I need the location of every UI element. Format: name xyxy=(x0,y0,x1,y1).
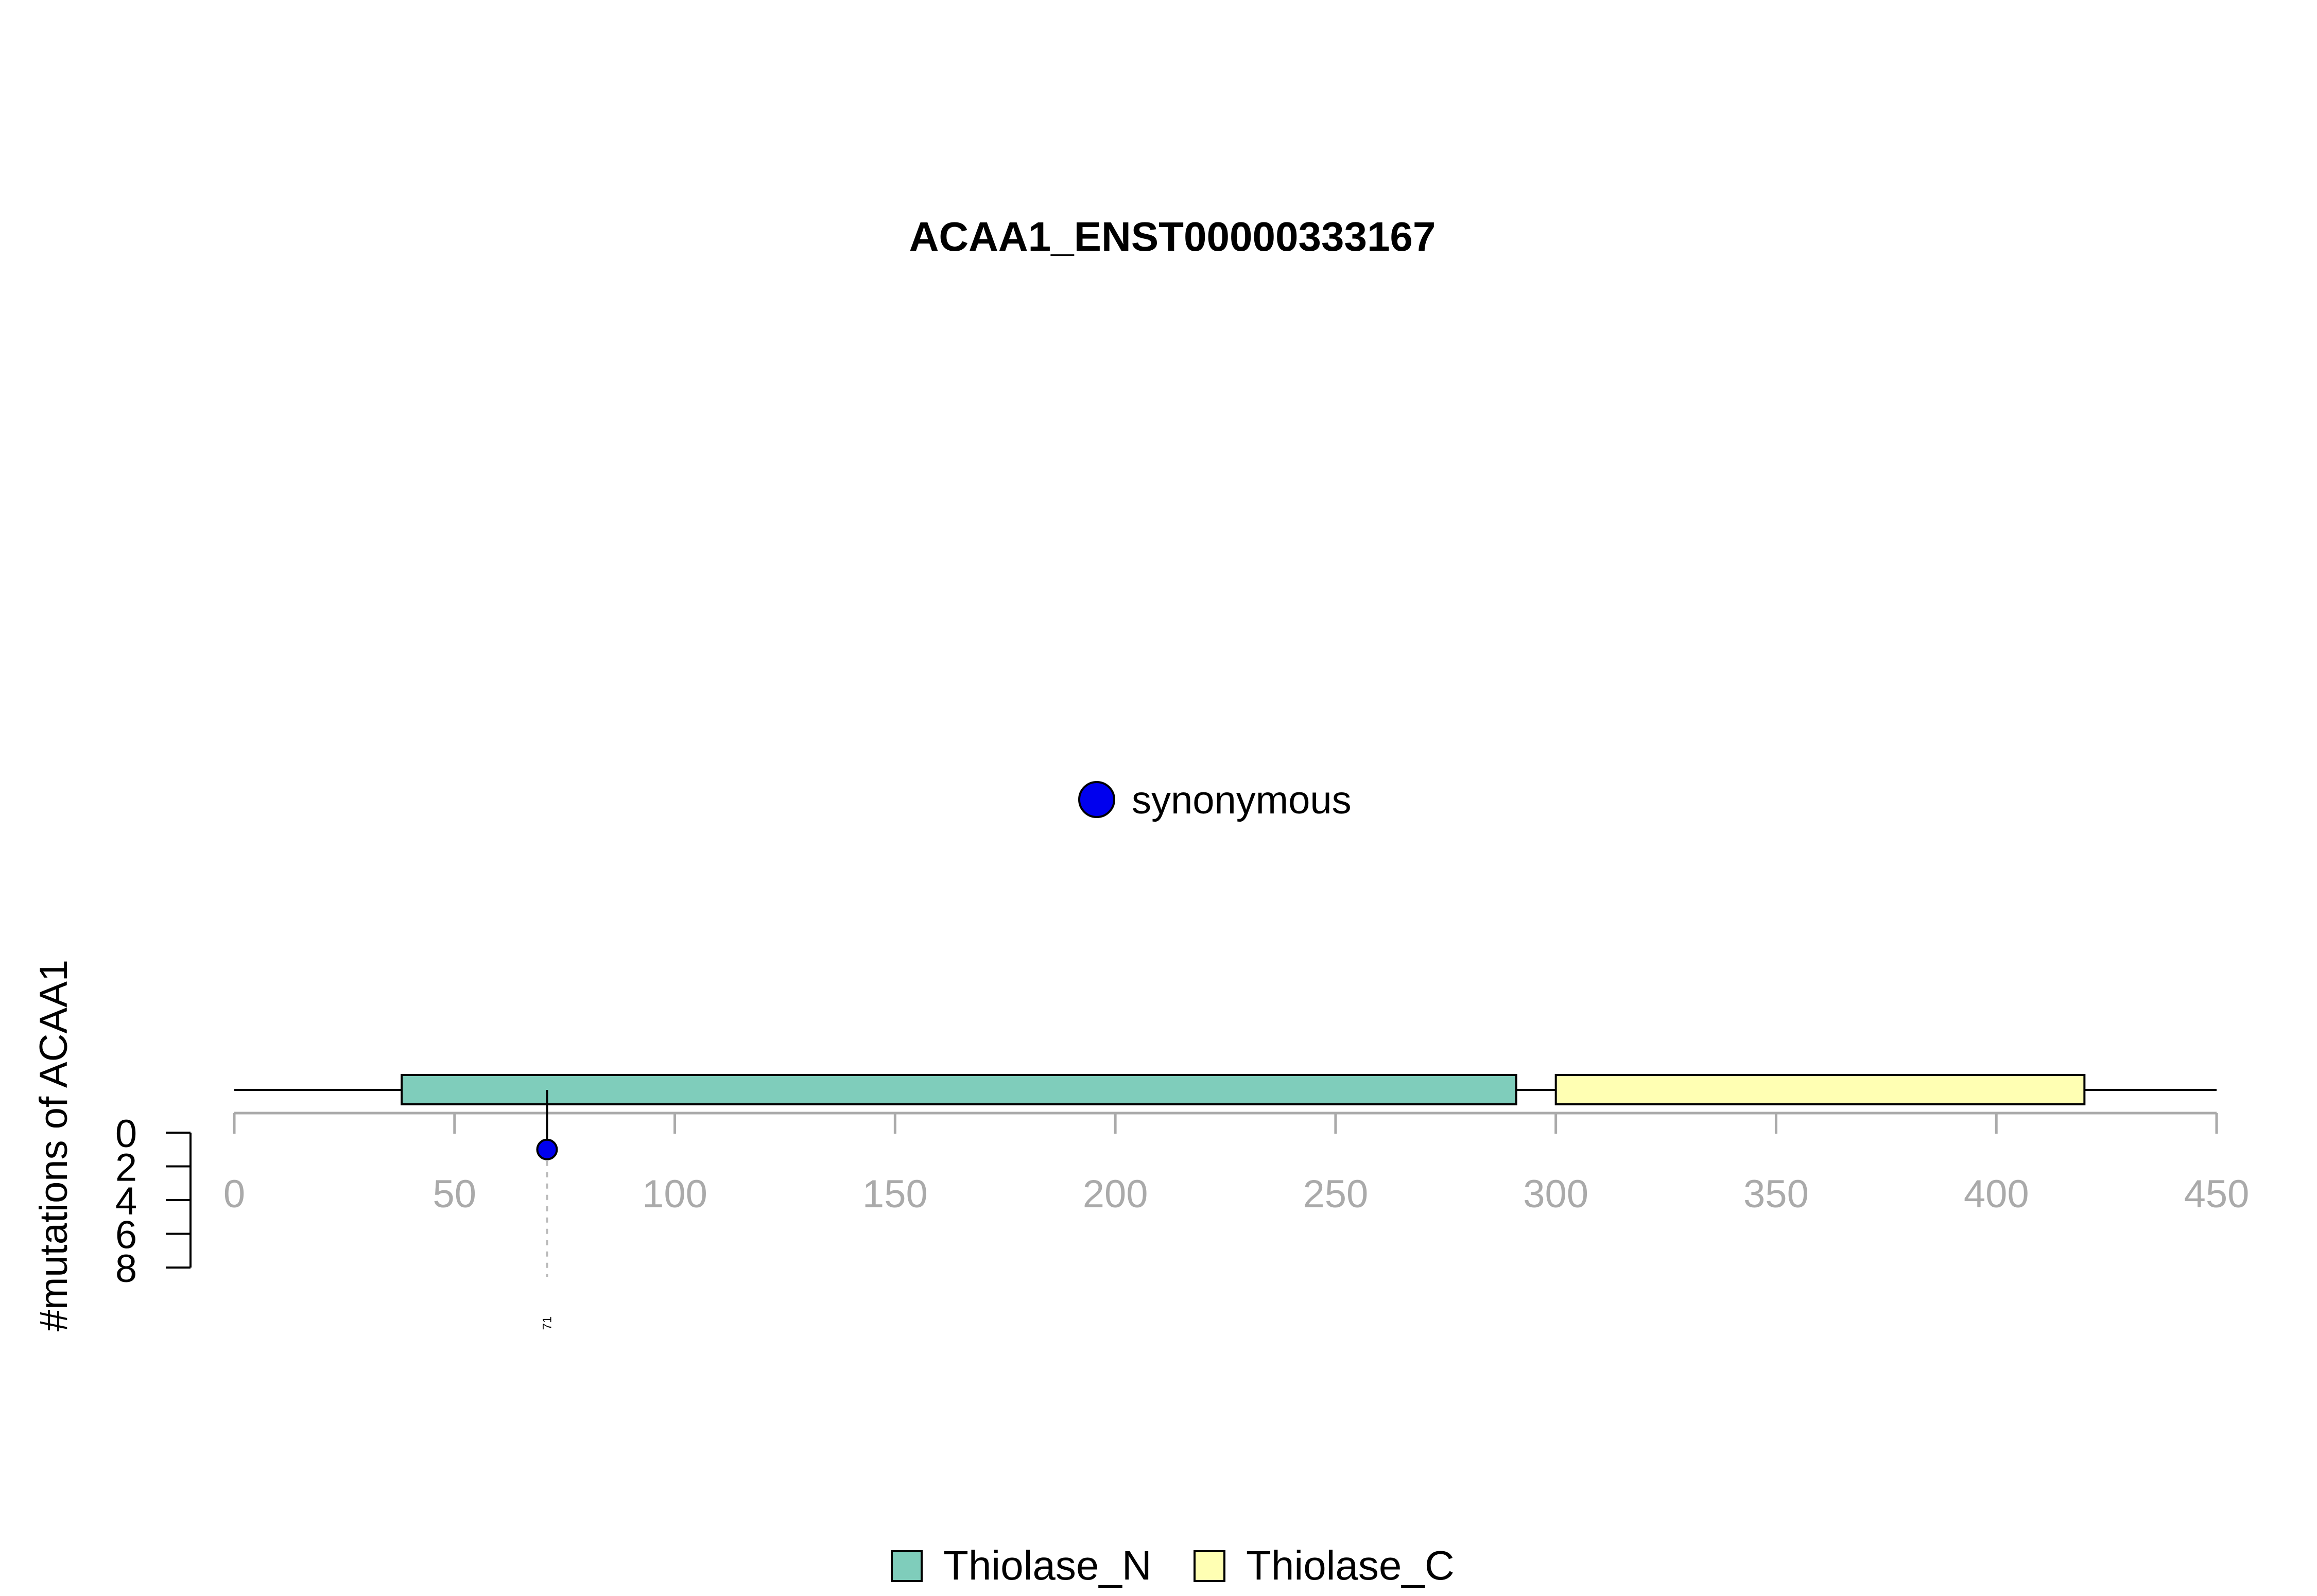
x-tick-label-100: 100 xyxy=(642,1172,707,1216)
x-tick-label-50: 50 xyxy=(433,1172,477,1216)
x-tick-label-400: 400 xyxy=(1964,1172,2029,1216)
x-tick-label-450: 450 xyxy=(2184,1172,2250,1216)
x-axis: 0 50 100 150 200 250 300 350 400 450 xyxy=(223,1112,2250,1216)
legend-marker-synonymous xyxy=(1078,781,1115,818)
y-tick-label-2: 2 xyxy=(115,1146,137,1190)
mutation-lollipops: 71 xyxy=(536,1090,558,1330)
x-tick-label-200: 200 xyxy=(1083,1172,1148,1216)
domain-Thiolase_N xyxy=(401,1074,1517,1105)
legend-swatch-Thiolase_C xyxy=(1194,1550,1225,1582)
x-tick-label-300: 300 xyxy=(1523,1172,1588,1216)
domain-legend: Thiolase_N Thiolase_C xyxy=(891,1542,1455,1588)
x-tick-label-250: 250 xyxy=(1303,1172,1368,1216)
legend-label-Thiolase_C: Thiolase_C xyxy=(1246,1542,1455,1588)
legend-label-synonymous: synonymous xyxy=(1132,778,1352,822)
x-tick-label-150: 150 xyxy=(862,1172,928,1216)
y-tick-label-0: 0 xyxy=(115,1112,137,1156)
x-tick-label-0: 0 xyxy=(223,1172,245,1216)
legend-swatch-Thiolase_N xyxy=(891,1550,923,1582)
chart-title: ACAA1_ENST00000333167 xyxy=(909,214,1436,259)
y-tick-label-6: 6 xyxy=(115,1213,137,1257)
y-tick-label-4: 4 xyxy=(115,1179,137,1223)
mutation-point-71 xyxy=(536,1138,558,1160)
legend-label-Thiolase_N: Thiolase_N xyxy=(943,1542,1152,1588)
mutation-legend: synonymous xyxy=(1078,778,1352,822)
y-axis-label: #mutations of ACAA1 xyxy=(32,960,76,1331)
protein-track xyxy=(234,1074,2217,1105)
x-tick-label-350: 350 xyxy=(1743,1172,1809,1216)
domain-Thiolase_C xyxy=(1554,1074,2086,1105)
mutation-label-71: 71 xyxy=(540,1316,554,1330)
y-tick-label-8: 8 xyxy=(115,1247,137,1291)
